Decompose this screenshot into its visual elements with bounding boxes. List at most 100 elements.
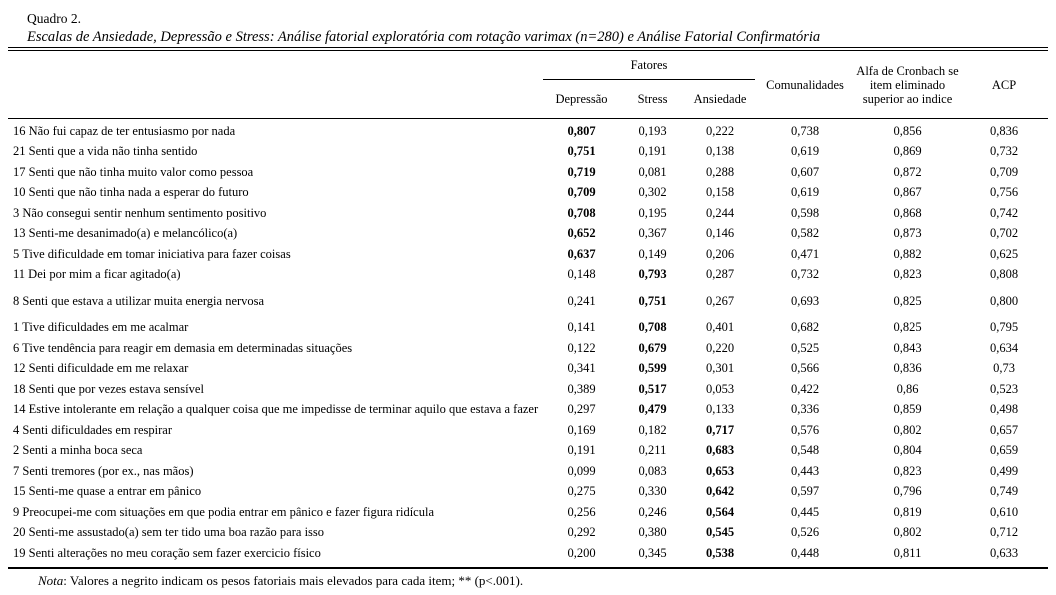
value-cell: 0,823 xyxy=(893,463,922,478)
table-row: 19 Senti alterações no meu coração sem f… xyxy=(8,543,1048,564)
value-cell: 0,86 xyxy=(896,381,919,396)
value-cell: 0,302 xyxy=(638,185,667,200)
table-row: 2 Senti a minha boca seca 0,191 0,211 0,683… xyxy=(8,441,1048,462)
value-cell: 0,287 xyxy=(705,267,735,282)
value-cell: 0,702 xyxy=(989,226,1019,241)
value-cell: 0,598 xyxy=(790,205,820,220)
value-cell: 0,564 xyxy=(705,504,735,519)
factor-analysis-table: Fatores Depressão Stress Ansiedade Comun… xyxy=(8,47,1048,569)
table-row: 13 Senti-me desanimado(a) e melancólico(… xyxy=(8,224,1048,245)
value-cell: 0,802 xyxy=(893,422,922,437)
value-cell: 0,749 xyxy=(989,484,1019,499)
table-row: 21 Senti que a vida não tinha sentido 0,7… xyxy=(8,142,1048,163)
value-cell: 0,576 xyxy=(790,422,820,437)
value-cell: 0,169 xyxy=(567,422,596,437)
item-label: 19 Senti alterações no meu coração sem f… xyxy=(13,545,321,560)
value-cell: 0,873 xyxy=(893,226,922,241)
table-row: 12 Senti dificuldade em me relaxar 0,341 0… xyxy=(8,359,1048,380)
value-cell: 0,642 xyxy=(705,484,735,499)
table-row: 4 Senti dificuldades em respirar 0,169 0,1… xyxy=(8,420,1048,441)
item-label: 20 Senti-me assustado(a) sem ter tido um… xyxy=(13,525,325,540)
value-cell: 0,800 xyxy=(989,293,1019,308)
value-cell: 0,882 xyxy=(893,246,922,261)
value-cell: 0,138 xyxy=(705,144,735,159)
table-row: 10 Senti que não tinha nada a esperar do… xyxy=(8,183,1048,204)
value-cell: 0,193 xyxy=(638,123,667,138)
table-row: 18 Senti que por vezes estava sensível 0,… xyxy=(8,379,1048,400)
value-cell: 0,756 xyxy=(989,185,1019,200)
value-cell: 0,619 xyxy=(790,144,820,159)
value-cell: 0,345 xyxy=(638,545,667,560)
value-cell: 0,599 xyxy=(638,361,667,376)
value-cell: 0,191 xyxy=(567,443,596,458)
value-cell: 0,148 xyxy=(567,267,596,282)
item-label: 6 Tive tendência para reagir em demasia … xyxy=(13,340,353,355)
value-cell: 0,246 xyxy=(638,504,667,519)
value-cell: 0,292 xyxy=(567,525,596,540)
item-label: 9 Preocupei-me com situações em que podi… xyxy=(13,504,434,519)
value-cell: 0,244 xyxy=(705,205,735,220)
value-cell: 0,823 xyxy=(893,267,922,282)
value-cell: 0,597 xyxy=(790,484,820,499)
header-col-comunalidades: Comunalidades xyxy=(766,77,844,92)
value-cell: 0,659 xyxy=(989,443,1019,458)
value-cell: 0,422 xyxy=(790,381,820,396)
item-label: 7 Senti tremores (por ex., nas mãos) xyxy=(13,463,194,478)
value-cell: 0,869 xyxy=(893,144,922,159)
value-cell: 0,732 xyxy=(790,267,820,282)
item-label: 18 Senti que por vezes estava sensível xyxy=(13,381,204,396)
value-cell: 0,709 xyxy=(989,164,1019,179)
value-cell: 0,872 xyxy=(893,164,922,179)
table-header-row: Fatores Depressão Stress Ansiedade Comun… xyxy=(8,51,1048,119)
value-cell: 0,367 xyxy=(638,226,667,241)
table-row: 20 Senti-me assustado(a) sem ter tido um… xyxy=(8,523,1048,544)
value-cell: 0,732 xyxy=(989,144,1019,159)
value-cell: 0,566 xyxy=(790,361,820,376)
value-cell: 0,683 xyxy=(705,443,735,458)
item-label: 3 Não consegui sentir nenhum sentimento … xyxy=(13,205,267,220)
value-cell: 0,682 xyxy=(790,320,820,335)
table-row: 9 Preocupei-me com situações em que podi… xyxy=(8,502,1048,523)
table-row: 11 Dei por mim a ficar agitado(a) 0,148 0,… xyxy=(8,265,1048,286)
value-cell: 0,499 xyxy=(989,463,1019,478)
value-cell: 0,693 xyxy=(790,293,820,308)
value-cell: 0,517 xyxy=(638,381,667,396)
table-row: 1 Tive dificuldades em me acalmar 0,141 0,… xyxy=(8,318,1048,339)
value-cell: 0,856 xyxy=(893,123,922,138)
value-cell: 0,859 xyxy=(893,402,922,417)
value-cell: 0,445 xyxy=(790,504,820,519)
value-cell: 0,751 xyxy=(567,144,596,159)
item-label: 8 Senti que estava a utilizar muita ener… xyxy=(13,293,265,308)
table-row: 16 Não fui capaz de ter entusiasmo por n… xyxy=(8,121,1048,142)
footnote-label: Nota xyxy=(38,572,64,588)
value-cell: 0,158 xyxy=(705,185,735,200)
header-col-depressao: Depressão xyxy=(555,92,608,106)
value-cell: 0,301 xyxy=(705,361,735,376)
value-cell: 0,751 xyxy=(638,293,667,308)
value-cell: 0,738 xyxy=(790,123,820,138)
value-cell: 0,267 xyxy=(705,293,735,308)
value-cell: 0,479 xyxy=(638,402,667,417)
value-cell: 0,182 xyxy=(638,422,667,437)
value-cell: 0,708 xyxy=(638,320,667,335)
value-cell: 0,836 xyxy=(893,361,922,376)
item-label: 10 Senti que não tinha nada a esperar do… xyxy=(13,185,249,200)
value-cell: 0,448 xyxy=(790,545,820,560)
item-label: 1 Tive dificuldades em me acalmar xyxy=(13,320,189,335)
header-col-acp: ACP xyxy=(991,77,1017,92)
item-label: 13 Senti-me desanimado(a) e melancólico(… xyxy=(13,226,238,241)
value-cell: 0,708 xyxy=(567,205,596,220)
value-cell: 0,275 xyxy=(567,484,596,499)
value-cell: 0,471 xyxy=(790,246,820,261)
item-label: 21 Senti que a vida não tinha sentido xyxy=(13,144,198,159)
value-cell: 0,122 xyxy=(567,340,596,355)
item-label: 2 Senti a minha boca seca xyxy=(13,443,143,458)
table-row: 7 Senti tremores (por ex., nas mãos) 0,09… xyxy=(8,461,1048,482)
value-cell: 0,582 xyxy=(790,226,820,241)
value-cell: 0,149 xyxy=(638,246,667,261)
value-cell: 0,297 xyxy=(567,402,596,417)
table-row: 3 Não consegui sentir nenhum sentimento … xyxy=(8,203,1048,224)
value-cell: 0,336 xyxy=(790,402,820,417)
value-cell: 0,712 xyxy=(989,525,1019,540)
